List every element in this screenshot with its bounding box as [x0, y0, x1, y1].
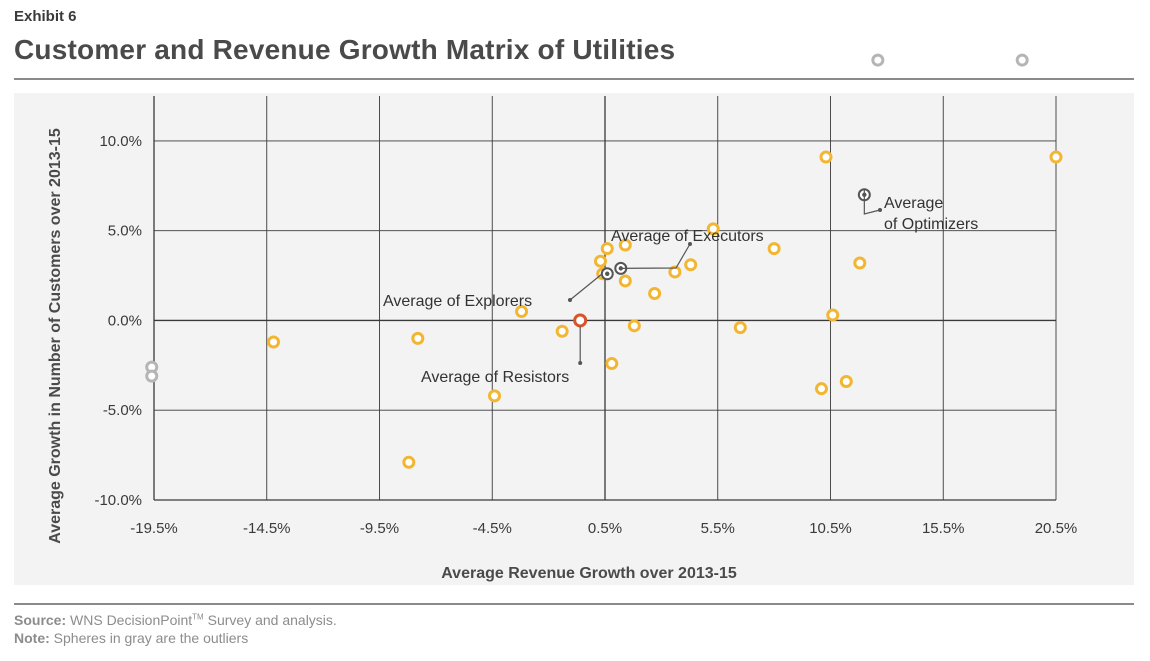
x-tick-label: -14.5% — [243, 520, 291, 537]
optimizers-leader-dot — [878, 208, 882, 212]
source-note: Source: WNS DecisionPointTM Survey and a… — [14, 612, 337, 628]
outlier-point — [1015, 53, 1029, 67]
note-label: Note: — [14, 630, 50, 646]
x-axis-title: Average Revenue Growth over 2013-15 — [441, 565, 737, 582]
utility-point — [515, 304, 529, 318]
footnote: Note: Spheres in gray are the outliers — [14, 630, 248, 646]
outlier-point — [871, 53, 885, 67]
x-tick-label: 0.5% — [588, 520, 622, 537]
utility-point — [684, 258, 698, 272]
utility-point — [733, 321, 747, 335]
utility-point — [600, 242, 614, 256]
x-tick-label: 10.5% — [809, 520, 852, 537]
utility-point — [605, 357, 619, 371]
y-tick-label: 10.0% — [99, 133, 142, 150]
utility-point — [826, 308, 840, 322]
x-tick-label: -4.5% — [473, 520, 512, 537]
optimizers-label-line2: of Optimizers — [884, 216, 978, 233]
bottom-divider — [14, 603, 1134, 605]
utility-point — [411, 331, 425, 345]
utility-point — [668, 265, 682, 279]
x-tick-label: 20.5% — [1035, 520, 1078, 537]
exhibit-label: Exhibit 6 — [14, 8, 77, 25]
optimizers-label-line1: Average — [884, 195, 943, 212]
utility-point — [814, 382, 828, 396]
executors-leader-line — [620, 243, 691, 269]
y-tick-label: -10.0% — [94, 492, 142, 509]
executors-leader-dot — [688, 242, 692, 246]
x-tick-label: 15.5% — [922, 520, 965, 537]
explorers-leader-line — [569, 273, 603, 301]
utility-point — [618, 238, 632, 252]
y-tick-label: 5.0% — [108, 223, 142, 240]
resistors-label: Average of Resistors — [421, 369, 569, 386]
y-tick-label: 0.0% — [108, 312, 142, 329]
source-rest: Survey and analysis. — [203, 612, 337, 628]
utility-point — [839, 374, 853, 388]
y-tick-label: -5.0% — [103, 402, 142, 419]
average-resistors-point — [573, 313, 588, 328]
utility-point — [618, 274, 632, 288]
utility-point — [853, 256, 867, 270]
source-label: Source: — [14, 612, 67, 628]
explorers-label: Average of Explorers — [383, 293, 532, 310]
page-title: Customer and Revenue Growth Matrix of Ut… — [14, 34, 676, 65]
utility-point — [648, 287, 662, 301]
note-text: Spheres in gray are the outliers — [53, 630, 249, 646]
resistors-leader-dot — [578, 361, 583, 365]
y-axis-title: Average Growth in Number of Customers ov… — [47, 128, 64, 544]
x-tick-label: -9.5% — [360, 520, 399, 537]
x-tick-label: -19.5% — [130, 520, 178, 537]
outlier-point — [145, 369, 159, 383]
utility-point — [593, 254, 607, 268]
utility-point — [819, 150, 833, 164]
average-point-center — [605, 271, 610, 276]
source-text: WNS DecisionPoint — [70, 612, 193, 628]
utility-point — [1049, 150, 1063, 164]
utility-point — [706, 222, 720, 236]
utility-point — [267, 335, 281, 349]
utility-point — [402, 455, 416, 469]
top-divider — [14, 78, 1134, 80]
chart-panel — [14, 93, 1134, 585]
utility-point — [767, 242, 781, 256]
utility-point — [488, 389, 502, 403]
utility-point — [627, 319, 641, 333]
optimizers-leader-line — [863, 188, 881, 215]
explorers-leader-dot — [568, 298, 572, 302]
utility-point — [555, 324, 569, 338]
x-tick-label: 5.5% — [701, 520, 735, 537]
trademark: TM — [192, 612, 204, 622]
executors-label: Average of Executors — [611, 228, 764, 245]
